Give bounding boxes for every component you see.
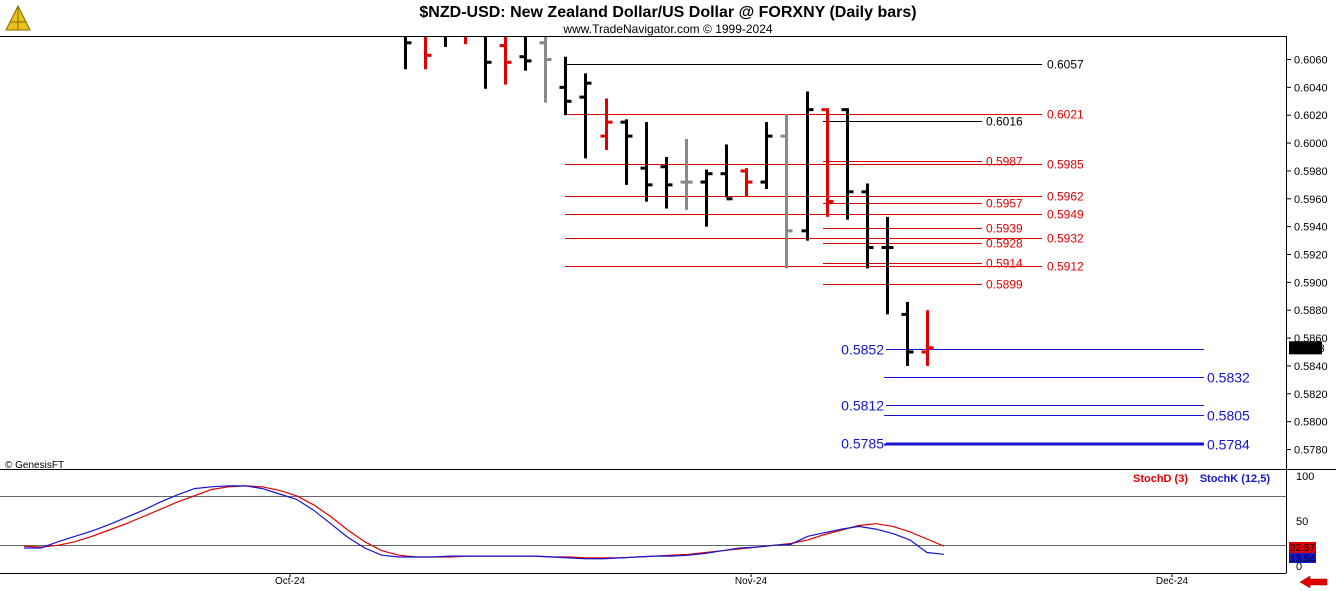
price-bar	[640, 122, 653, 202]
x-tick-label: Nov-24	[735, 576, 768, 587]
level-label: 0.5962	[1047, 190, 1084, 204]
price-bar	[579, 73, 592, 159]
inner-level-label: 0.5987	[986, 155, 1023, 169]
stoch-tick-label: 0	[1296, 561, 1302, 573]
blue-level-label: 0.5852	[841, 342, 884, 358]
price-tick-label: 0.5980	[1294, 166, 1328, 178]
copyright-label: © GenesisFT	[5, 460, 64, 471]
price-bar	[740, 168, 753, 196]
price-bar	[881, 216, 894, 315]
price-bar	[861, 183, 874, 269]
price-bar	[559, 56, 572, 116]
price-tick-label: 0.5960	[1294, 194, 1328, 206]
blue-level-label: 0.5805	[1207, 408, 1250, 424]
blue-level-label: 0.5784	[1207, 437, 1250, 453]
price-axis-ticks: 0.6060 0.6040 0.6020 0.6000 0.5980 0.5960 0.59…	[1286, 55, 1328, 457]
stochd-value: 22.57	[1290, 543, 1315, 554]
blue-level-label: 0.5832	[1207, 370, 1250, 386]
last-price-label: 0.5853	[1291, 343, 1325, 355]
price-tick-label: 0.5900	[1294, 277, 1328, 289]
inner-level-label: 0.5957	[986, 197, 1023, 211]
price-bar	[780, 113, 793, 269]
price-bar	[404, 37, 412, 70]
stochk-line	[24, 485, 945, 560]
level-label: 0.5932	[1047, 232, 1084, 246]
stoch-tick-label: 100	[1296, 471, 1314, 483]
price-bar	[801, 91, 814, 241]
price-bar	[700, 169, 713, 227]
price-bar	[499, 37, 512, 85]
price-tick-label: 0.5940	[1294, 222, 1328, 234]
last-price-marker: 0.5853	[1289, 341, 1325, 355]
price-bar	[660, 157, 673, 209]
stochk-value: 13.54	[1290, 554, 1315, 565]
price-tick-label: 0.5820	[1294, 389, 1328, 401]
price-bar	[600, 98, 613, 151]
price-tick-label: 0.6000	[1294, 138, 1328, 150]
stoch-axis-ticks: 100 50 0	[1296, 471, 1314, 573]
stoch-value-markers: 22.57 13.54	[1289, 542, 1316, 565]
price-tick-label: 0.5840	[1294, 361, 1328, 373]
x-tick-label: Dec-24	[1156, 576, 1189, 587]
price-bar	[539, 37, 552, 103]
price-tick-label: 0.6020	[1294, 110, 1328, 122]
price-tick-label: 0.5800	[1294, 417, 1328, 429]
price-bar	[720, 144, 733, 201]
price-bar	[901, 301, 914, 366]
price-bar	[760, 122, 773, 190]
level-label: 0.5949	[1047, 208, 1084, 222]
price-tick-label: 0.6060	[1294, 55, 1328, 67]
blue-level-label: 0.5812	[841, 398, 884, 414]
pyramid-logo-icon[interactable]	[5, 4, 31, 31]
inner-level-label: 0.5939	[986, 222, 1023, 236]
stochk-legend: StochK (12,5)	[1200, 473, 1271, 485]
price-bar	[444, 37, 447, 47]
inner-level-label: 0.5899	[986, 278, 1023, 292]
level-label: 0.5985	[1047, 158, 1084, 172]
inner-level-label: 0.5928	[986, 237, 1023, 251]
price-tick-label: 0.5880	[1294, 305, 1328, 317]
stochd-legend: StochD (3)	[1133, 473, 1188, 485]
price-bar	[484, 37, 492, 89]
support-resistance-levels: 0.6057 0.6021 0.5985 0.5962 0.5949 0.5932 0.59…	[565, 58, 1250, 453]
price-bar	[424, 37, 432, 70]
inner-level-label: 0.6016	[986, 115, 1023, 129]
price-bar	[841, 108, 854, 220]
blue-level-label: 0.5785	[841, 436, 884, 452]
x-tick-label: Oct-24	[275, 576, 305, 587]
price-bar	[464, 37, 467, 45]
chart-title: $NZD-USD: New Zealand Dollar/US Dollar @…	[419, 4, 916, 21]
level-label: 0.6057	[1047, 58, 1084, 72]
price-tick-label: 0.5920	[1294, 250, 1328, 262]
level-label: 0.6021	[1047, 108, 1084, 122]
stoch-lines	[23, 485, 945, 560]
stoch-tick-label: 50	[1296, 516, 1308, 528]
price-bar	[821, 108, 834, 217]
x-axis-labels: Oct-24 Nov-24 Dec-24	[275, 573, 1189, 587]
price-bar	[921, 310, 934, 366]
price-bar	[620, 119, 633, 185]
price-bars	[404, 37, 934, 366]
left-arrow-icon[interactable]	[1299, 575, 1328, 589]
price-tick-label: 0.6040	[1294, 82, 1328, 94]
price-bar	[680, 138, 693, 210]
inner-level-label: 0.5914	[986, 257, 1023, 271]
price-tick-label: 0.5780	[1294, 445, 1328, 457]
chart-subtitle: www.TradeNavigator.com © 1999-2024	[562, 22, 772, 36]
level-label: 0.5912	[1047, 260, 1084, 274]
price-bar	[519, 37, 532, 71]
